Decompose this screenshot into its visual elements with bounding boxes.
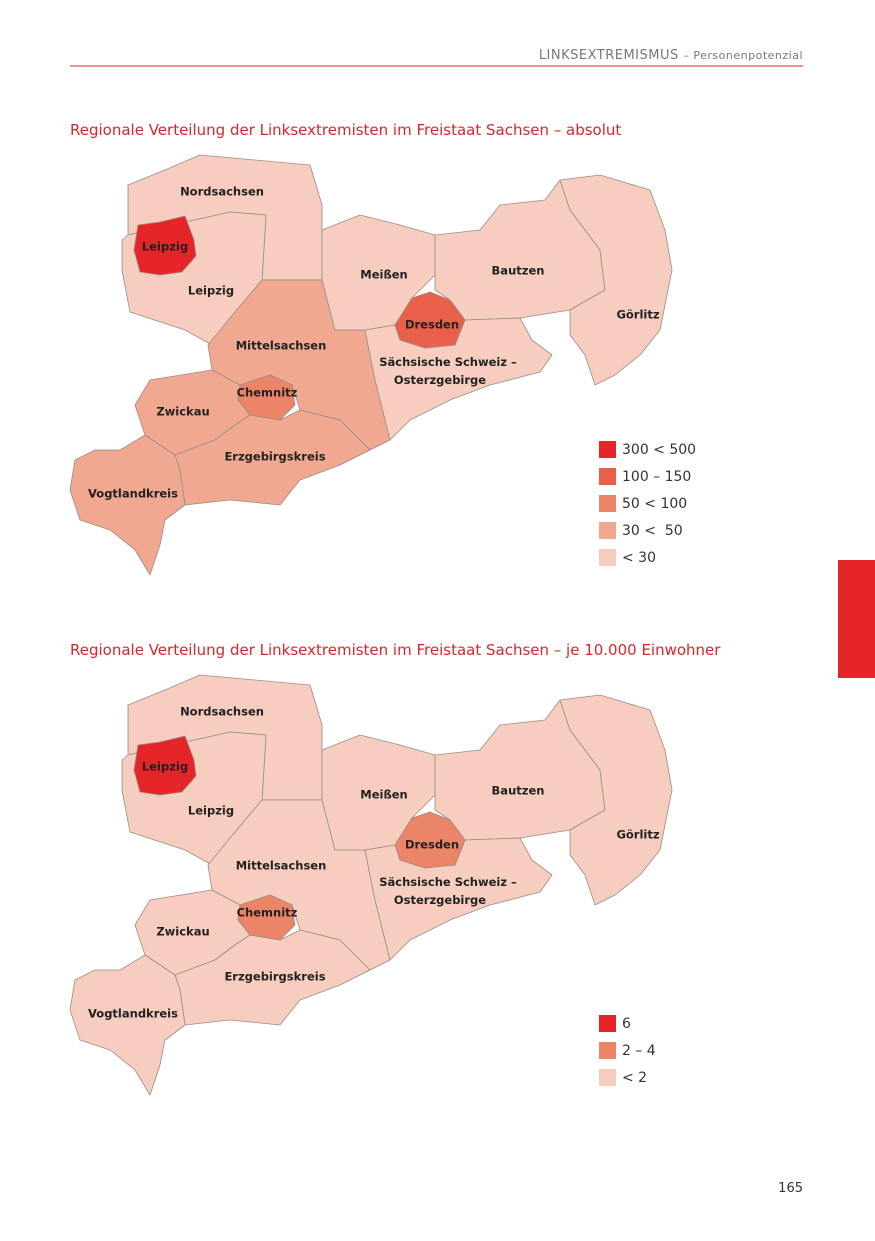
map: Regionale Verteilung der Linksextremiste… [69,641,721,1096]
region-label: Leipzig [188,284,234,298]
legend-label: 100 – 150 [622,469,691,485]
region-label: Bautzen [492,264,545,278]
region-label: Leipzig [142,760,188,774]
region-label: Erzgebirgskreis [224,450,325,464]
legend-swatch [599,1069,616,1086]
region [133,735,197,796]
map: Regionale Verteilung der Linksextremiste… [69,121,696,576]
region-label: Vogtlandkreis [88,1007,178,1021]
page-number: 165 [778,1181,803,1196]
legend-swatch [599,1015,616,1032]
region [237,374,296,421]
legend-swatch [599,441,616,458]
region [69,434,186,576]
region-label: Chemnitz [237,906,298,920]
region [394,811,466,869]
legend-label: < 30 [622,550,656,566]
region [559,174,673,386]
region-label: Sächsische Schweiz – Osterzgebirge [379,355,517,387]
region-label: Erzgebirgskreis [224,970,325,984]
region-label: Chemnitz [237,386,298,400]
region-label: Görlitz [616,308,659,322]
legend-swatch [599,549,616,566]
region-label: Meißen [360,268,407,282]
legend-swatch [599,468,616,485]
legend-label: 50 < 100 [622,496,687,512]
header-title: LINKSEXTREMISMUS [539,48,679,63]
region-label: Görlitz [616,828,659,842]
map-title: Regionale Verteilung der Linksextremiste… [70,121,621,139]
region-label: Dresden [405,318,459,332]
legend-label: 300 < 500 [622,442,696,458]
region [133,215,197,276]
region-label: Vogtlandkreis [88,487,178,501]
legend-label: 2 – 4 [622,1043,656,1059]
region-label: Meißen [360,788,407,802]
region-label: Sächsische Schweiz – Osterzgebirge [379,875,517,907]
region-label: Mittelsachsen [236,859,327,873]
region [394,291,466,349]
header: LINKSEXTREMISMUS – Personenpotenzial [539,48,803,63]
legend-label: 6 [622,1016,631,1032]
legend-swatch [599,1042,616,1059]
map-title: Regionale Verteilung der Linksextremiste… [70,641,721,659]
legend-swatch [599,495,616,512]
region-label: Nordsachsen [180,705,264,719]
region-label: Zwickau [156,925,209,939]
region-label: Mittelsachsen [236,339,327,353]
region [559,694,673,906]
section-tab [838,560,875,678]
region-label: Nordsachsen [180,185,264,199]
legend-label: 30 < 50 [622,523,683,539]
region-label: Bautzen [492,784,545,798]
legend-label: < 2 [622,1070,647,1086]
header-subtitle: – Personenpotenzial [683,49,803,62]
region [237,894,296,941]
region-label: Leipzig [188,804,234,818]
legend-swatch [599,522,616,539]
region-label: Zwickau [156,405,209,419]
region [69,954,186,1096]
region-label: Dresden [405,838,459,852]
region-label: Leipzig [142,240,188,254]
